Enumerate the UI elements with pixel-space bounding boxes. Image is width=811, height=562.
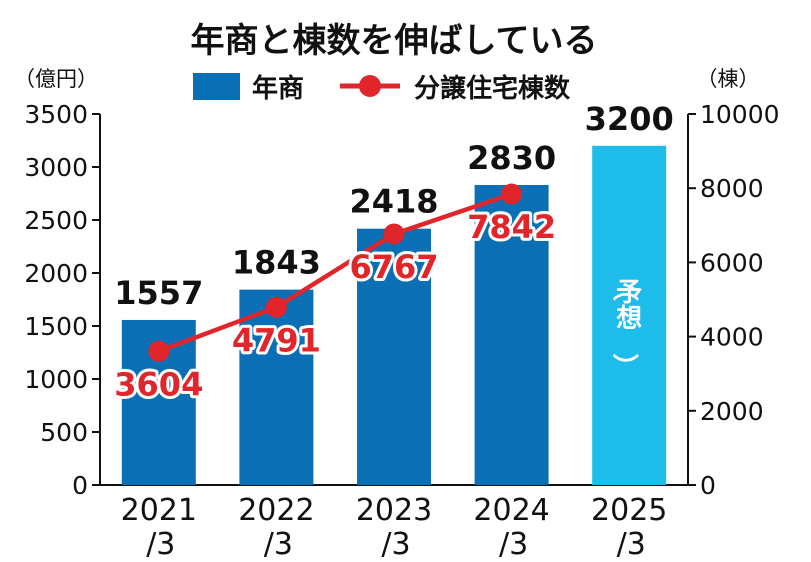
line-value-label: 4791 (232, 321, 321, 359)
legend: 年商 分譲住宅棟数 (193, 73, 571, 104)
bar (474, 185, 549, 485)
x-tick-label: 2021/3 (121, 493, 197, 562)
line-point (501, 183, 523, 205)
bar-value-label: 2830 (467, 139, 556, 177)
right-tick-label: 4000 (700, 323, 764, 352)
left-tick-label: 2000 (24, 259, 88, 288)
left-tick-label: 3500 (24, 100, 88, 129)
line-point (383, 223, 405, 245)
x-tick-label: 2024/3 (473, 493, 549, 562)
bar (239, 289, 314, 485)
right-tick-label: 6000 (700, 248, 764, 277)
plot-area: 0 500 1000 1500 2000 2500 3000 3500 0 2000 4000 600… (24, 100, 779, 562)
left-tick-label: 500 (40, 418, 88, 447)
x-tick-label: 2023/3 (356, 493, 432, 562)
right-tick-label: 10000 (700, 100, 780, 129)
chart-title: 年商と棟数を伸ばしている (191, 21, 598, 61)
bar-value-label: 1843 (232, 244, 321, 282)
line-value-label: 3604 (114, 365, 203, 403)
right-tick-label: 2000 (700, 397, 764, 426)
line-value-label: 6767 (349, 248, 438, 286)
bar-value-label: 2418 (349, 183, 438, 221)
line-point (148, 340, 170, 362)
left-tick-label: 1500 (24, 312, 88, 341)
legend-bar-swatch (193, 73, 240, 100)
left-tick-label: 1000 (24, 365, 88, 394)
legend-bar-label: 年商 (252, 73, 304, 104)
line-value-label: 7842 (467, 208, 556, 246)
left-tick-label: 0 (72, 471, 88, 500)
right-tick-label: 8000 (700, 174, 764, 203)
line-point (265, 296, 287, 318)
bar (357, 228, 431, 485)
legend-line-marker (359, 75, 381, 97)
left-tick-label: 2500 (24, 206, 88, 235)
right-axis-unit: （棟） (697, 67, 760, 91)
legend-line-label: 分譲住宅棟数 (414, 73, 571, 104)
left-tick-label: 3000 (24, 153, 88, 182)
forecast-label: （予想） (609, 275, 642, 379)
bar-value-label: 1557 (114, 274, 203, 312)
bar-forecast (592, 145, 667, 486)
line-series (158, 191, 513, 354)
left-axis-unit: （億円） (14, 67, 98, 91)
x-tick-label: 2025/3 (591, 493, 667, 562)
bar-value-label: 3200 (585, 100, 674, 138)
right-tick-label: 0 (700, 471, 716, 500)
x-tick-label: 2022/3 (238, 493, 314, 562)
